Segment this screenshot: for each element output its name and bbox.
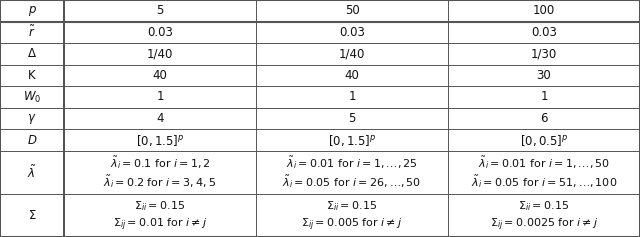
Text: $\gamma$: $\gamma$: [28, 111, 36, 126]
Text: 40: 40: [152, 69, 168, 82]
Text: 5: 5: [156, 4, 164, 17]
Text: 0.03: 0.03: [147, 26, 173, 39]
Text: 1/30: 1/30: [531, 47, 557, 60]
Text: $\tilde{\lambda}_i = 0.2$ for $i = 3,4,5$: $\tilde{\lambda}_i = 0.2$ for $i = 3,4,5…: [104, 173, 216, 190]
Text: 0.03: 0.03: [531, 26, 557, 39]
Text: 100: 100: [533, 4, 555, 17]
Text: 1/40: 1/40: [339, 47, 365, 60]
Text: $\tilde{\lambda}_i = 0.05$ for $i = 26,\ldots,50$: $\tilde{\lambda}_i = 0.05$ for $i = 26,\…: [282, 173, 422, 190]
Text: 0.03: 0.03: [339, 26, 365, 39]
Text: $\Sigma_{ii} = 0.15$: $\Sigma_{ii} = 0.15$: [134, 199, 186, 213]
Text: 1: 1: [540, 91, 548, 104]
Text: 30: 30: [536, 69, 552, 82]
Text: $\tilde{r}$: $\tilde{r}$: [28, 25, 36, 40]
Text: 5: 5: [348, 112, 356, 125]
Text: $[0, 1.5]^p$: $[0, 1.5]^p$: [136, 132, 184, 148]
Text: $\tilde{\lambda}$: $\tilde{\lambda}$: [28, 164, 36, 181]
Text: $\Sigma_{ii} = 0.15$: $\Sigma_{ii} = 0.15$: [326, 199, 378, 213]
Text: $\Sigma_{ij} = 0.0025$ for $i \neq j$: $\Sigma_{ij} = 0.0025$ for $i \neq j$: [490, 217, 598, 233]
Text: $\tilde{\lambda}_i = 0.01$ for $i = 1,\ldots,25$: $\tilde{\lambda}_i = 0.01$ for $i = 1,\l…: [286, 155, 418, 171]
Text: $\tilde{\lambda}_i = 0.1$ for $i = 1, 2$: $\tilde{\lambda}_i = 0.1$ for $i = 1, 2$: [109, 155, 211, 171]
Text: $\Sigma_{ii} = 0.15$: $\Sigma_{ii} = 0.15$: [518, 199, 570, 213]
Text: 1: 1: [348, 91, 356, 104]
Text: 1: 1: [156, 91, 164, 104]
Text: $p$: $p$: [28, 4, 36, 18]
Text: 1/40: 1/40: [147, 47, 173, 60]
Text: 40: 40: [344, 69, 360, 82]
Text: $W_0$: $W_0$: [23, 89, 41, 105]
Text: 4: 4: [156, 112, 164, 125]
Text: $D$: $D$: [27, 133, 37, 146]
Text: $\tilde{\lambda}_i = 0.01$ for $i = 1,\ldots,50$: $\tilde{\lambda}_i = 0.01$ for $i = 1,\l…: [478, 155, 610, 171]
Text: $\Sigma_{ij} = 0.01$ for $i \neq j$: $\Sigma_{ij} = 0.01$ for $i \neq j$: [113, 217, 207, 233]
Text: $\Sigma_{ij} = 0.005$ for $i \neq j$: $\Sigma_{ij} = 0.005$ for $i \neq j$: [301, 217, 403, 233]
Text: $[0, 1.5]^p$: $[0, 1.5]^p$: [328, 132, 376, 148]
Text: 50: 50: [344, 4, 360, 17]
Text: $\tilde{\lambda}_i = 0.05$ for $i = 51,\ldots,100$: $\tilde{\lambda}_i = 0.05$ for $i = 51,\…: [471, 173, 617, 190]
Text: 6: 6: [540, 112, 548, 125]
Text: K: K: [28, 69, 36, 82]
Text: $[0, 0.5]^p$: $[0, 0.5]^p$: [520, 132, 568, 148]
Text: $\Sigma$: $\Sigma$: [28, 209, 36, 222]
Text: $\Delta$: $\Delta$: [27, 47, 37, 60]
